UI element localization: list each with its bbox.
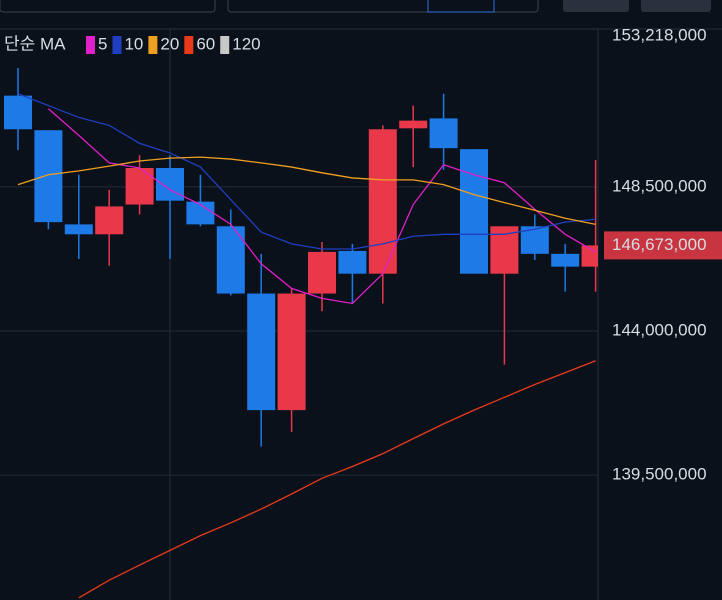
- legend-swatch: [86, 36, 95, 54]
- candle-body: [95, 206, 124, 235]
- legend: 단순 MA 5 10 20 60 120: [4, 34, 261, 54]
- candle-body: [368, 129, 397, 274]
- legend-swatch: [220, 36, 230, 54]
- candle-body: [156, 168, 184, 201]
- y-tick-label: 144,000,000: [612, 320, 707, 339]
- tab[interactable]: [0, 0, 216, 13]
- candle-body: [125, 168, 154, 205]
- y-tick-label: 139,500,000: [612, 465, 707, 484]
- legend-label: 10: [124, 34, 143, 53]
- legend-swatch: [112, 36, 122, 54]
- tab-group[interactable]: [227, 0, 539, 13]
- candle-body: [551, 253, 580, 267]
- last-price-box: [604, 231, 722, 260]
- ma-line: [78, 360, 596, 599]
- legend-label: 60: [196, 34, 215, 53]
- ma-line: [47, 108, 596, 305]
- tab-selected[interactable]: [427, 0, 495, 13]
- candle-body: [277, 293, 306, 411]
- last-price-label: 146,673,000: [612, 235, 707, 254]
- legend-swatch: [184, 36, 194, 54]
- ma-line: [17, 156, 596, 226]
- plot-area: [4, 68, 598, 599]
- y-axis: 153,218,000 148,500,000 144,000,000 139,500…: [604, 25, 722, 484]
- legend-swatch: [148, 36, 158, 54]
- button[interactable]: [641, 0, 711, 12]
- legend-label: 5: [98, 34, 107, 53]
- ma-line: [17, 93, 596, 250]
- candle-body: [490, 226, 519, 274]
- y-tick-label: 153,218,000: [612, 25, 707, 44]
- legend-label: 120: [232, 34, 260, 53]
- legend-title: 단순 MA: [4, 34, 66, 53]
- candle-body: [308, 251, 336, 294]
- candle-body: [64, 224, 93, 235]
- y-tick-label: 148,500,000: [612, 176, 707, 195]
- candle-body: [429, 118, 458, 149]
- candle-body: [338, 250, 367, 274]
- candle-body: [186, 201, 215, 225]
- candle-body: [399, 120, 428, 129]
- button[interactable]: [563, 0, 629, 12]
- candle-body: [460, 149, 488, 274]
- candle-body: [34, 130, 63, 223]
- candle-body: [247, 293, 276, 411]
- legend-label: 20: [160, 34, 179, 53]
- candle-body: [4, 95, 32, 130]
